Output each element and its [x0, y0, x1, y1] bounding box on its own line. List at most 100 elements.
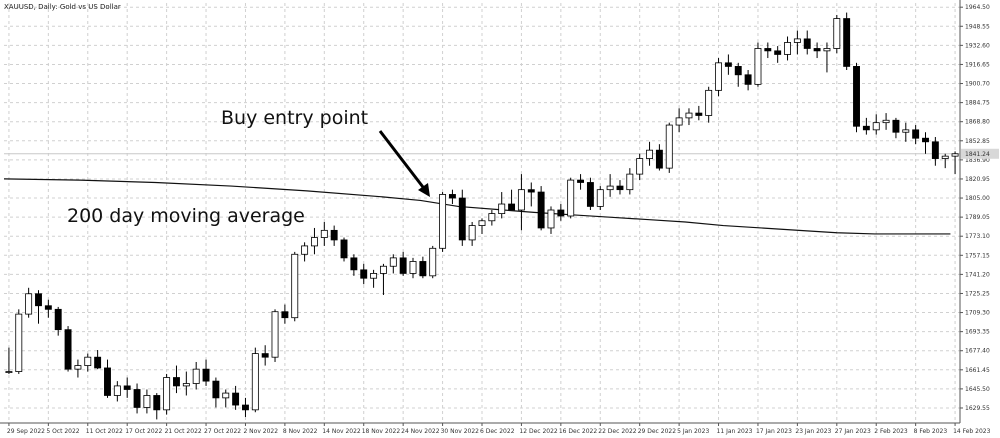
- candle: [271, 309, 279, 362]
- candle: [399, 251, 407, 276]
- candle: [616, 180, 624, 195]
- x-tick-label: 2 Feb 2023: [874, 428, 908, 435]
- candle: [439, 192, 447, 252]
- candle: [291, 251, 299, 322]
- candle-body-bull: [478, 220, 486, 226]
- candle: [330, 225, 338, 246]
- candle-body-bear: [931, 141, 939, 159]
- y-tick-label: 1852.85: [965, 138, 990, 145]
- candle-body-bull: [113, 385, 121, 396]
- candle-body-bull: [320, 229, 328, 238]
- x-tick-label: 2 Nov 2022: [243, 428, 278, 435]
- candle: [54, 306, 62, 336]
- candle: [606, 174, 614, 197]
- candle-body-bull: [291, 253, 299, 319]
- candle: [143, 389, 151, 414]
- candle-body-bull: [685, 112, 693, 119]
- candle: [537, 186, 545, 231]
- candle-body-bull: [823, 48, 831, 52]
- candle: [784, 36, 791, 61]
- candle-body-bear: [724, 62, 732, 67]
- candle: [527, 182, 535, 207]
- candle-body-bear: [173, 377, 180, 387]
- y-tick-label: 1773.10: [965, 233, 990, 240]
- x-tick-label: 27 Jan 2023: [835, 428, 871, 435]
- candle-body-bull: [182, 383, 190, 387]
- candle: [793, 30, 801, 55]
- candle-body-bear: [350, 257, 358, 271]
- candle-body-bull: [498, 203, 506, 214]
- candle: [734, 62, 742, 87]
- y-tick-label: 1964.50: [965, 4, 990, 11]
- y-tick-label: 1932.60: [965, 42, 990, 49]
- candle: [488, 210, 496, 226]
- candle: [202, 359, 210, 386]
- candle-body-bull: [429, 247, 437, 277]
- candle: [301, 242, 309, 262]
- candle-body-bull: [596, 189, 604, 207]
- x-tick-label: 22 Dec 2022: [598, 428, 637, 435]
- candle: [429, 245, 437, 279]
- candle-body-bear: [281, 311, 289, 319]
- candle: [596, 186, 604, 211]
- candle-body-bull: [665, 124, 673, 169]
- candle: [626, 168, 634, 195]
- candle-body-bull: [310, 237, 318, 247]
- candle: [379, 263, 387, 295]
- candle: [931, 137, 939, 166]
- candle-body-bear: [399, 257, 407, 274]
- candle: [862, 117, 870, 135]
- candle: [636, 153, 644, 181]
- candle-body-bear: [340, 239, 348, 259]
- candle: [803, 30, 811, 55]
- candle-body-bull: [606, 185, 614, 191]
- candle: [84, 353, 92, 372]
- candle: [182, 371, 190, 396]
- candle: [212, 377, 220, 408]
- x-tick-label: 12 Dec 2022: [519, 428, 558, 435]
- y-tick-label: 1789.05: [965, 214, 990, 221]
- buy-entry-annotation: Buy entry point: [221, 107, 430, 197]
- candle: [724, 54, 732, 75]
- candle-body-bear: [202, 368, 210, 382]
- candle: [350, 254, 358, 276]
- candle-body-bull: [251, 353, 259, 411]
- candle: [547, 206, 555, 234]
- candle-body-bear: [94, 356, 102, 369]
- candle: [498, 192, 506, 219]
- candle-body-bear: [853, 66, 860, 127]
- candle-body-bull: [488, 213, 496, 222]
- candle-body-bull: [163, 377, 171, 411]
- candle: [902, 122, 910, 142]
- candle-body-bull: [567, 179, 575, 217]
- candle: [922, 132, 929, 154]
- x-tick-label: 5 Jan 2023: [677, 428, 709, 435]
- candle-body-bull: [675, 117, 683, 126]
- candle: [360, 263, 368, 285]
- candle: [774, 46, 782, 63]
- candle: [370, 269, 378, 288]
- x-tick-label: 5 Oct 2022: [46, 428, 79, 435]
- candle-body-bear: [537, 191, 545, 229]
- y-tick-label: 1725.25: [965, 290, 990, 297]
- candle-body-bear: [616, 185, 624, 191]
- candle: [192, 361, 200, 390]
- candle: [912, 125, 920, 145]
- x-tick-label: 14 Feb 2023: [953, 428, 991, 435]
- y-tick-label: 1661.45: [965, 367, 990, 374]
- y-tick-label: 1900.70: [965, 81, 990, 88]
- candle: [163, 373, 171, 415]
- candle: [754, 42, 762, 87]
- candle: [25, 287, 33, 318]
- candle-body-bull: [370, 273, 378, 279]
- candle-body-bear: [764, 48, 772, 52]
- candle-body-bear: [586, 182, 594, 207]
- candle: [389, 254, 397, 274]
- candle-body-bear: [862, 125, 870, 131]
- current-price-label: 1841.24: [965, 151, 990, 158]
- candle-body-bull: [25, 293, 33, 315]
- x-tick-label: 24 Nov 2022: [401, 428, 440, 435]
- x-tick-label: 8 Nov 2022: [283, 428, 318, 435]
- candle-body-bull: [143, 395, 151, 408]
- candle-body-bull: [547, 209, 555, 229]
